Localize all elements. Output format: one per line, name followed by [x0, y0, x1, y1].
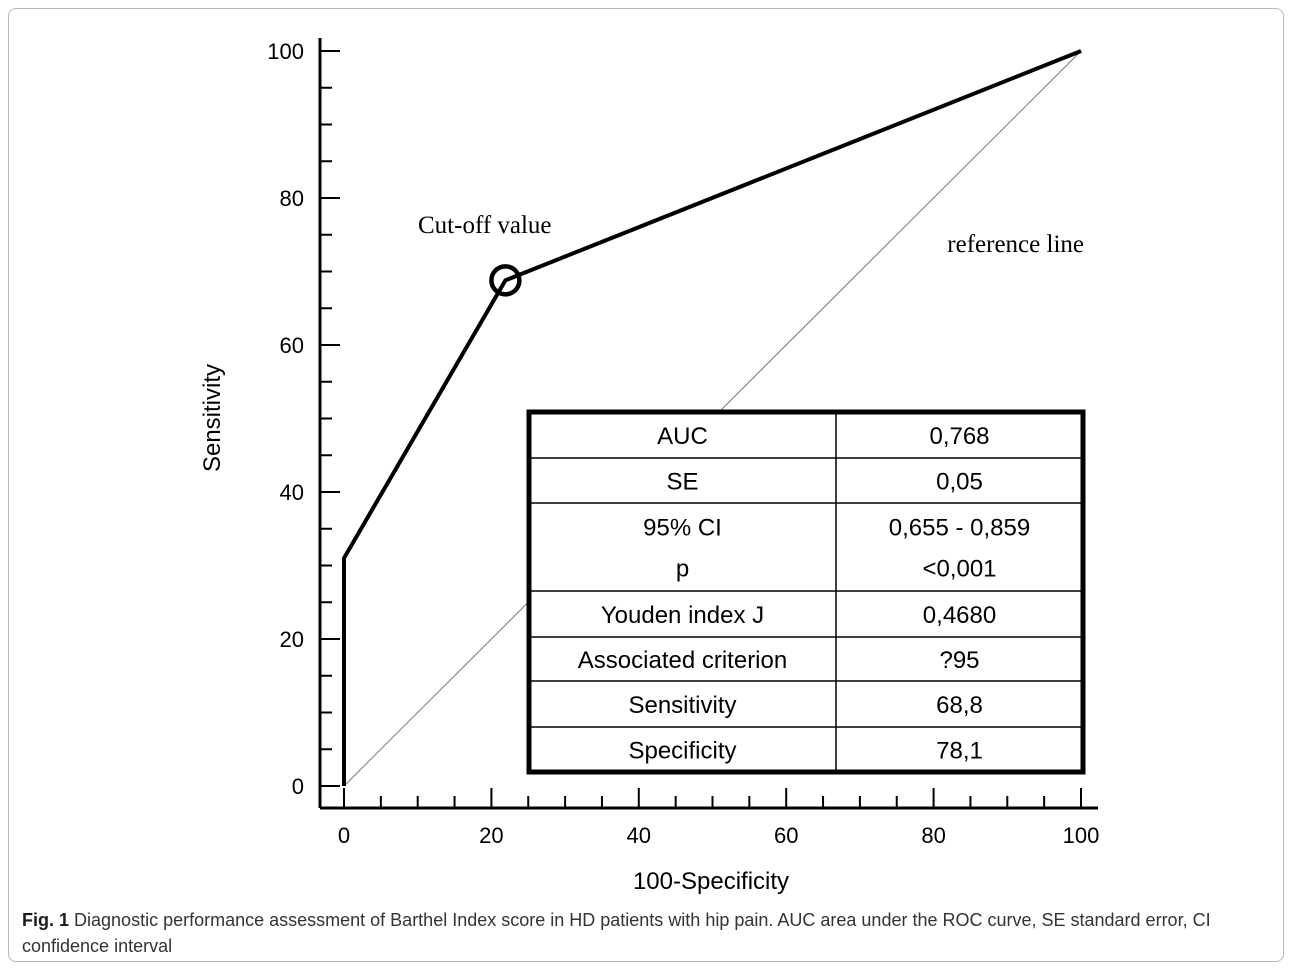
roc-chart: AUC 0,768 SE 0,05 95% CI p 0,655 - 0,859 <0,001…: [199, 38, 1099, 895]
table-value-cell: 0,05: [936, 469, 983, 496]
axes: 0 20 40 60 80 100 0 20 40 60 80 100: [267, 38, 1099, 848]
y-tick-label: 100: [267, 39, 304, 64]
table-value-cell: 0,655 - 0,859: [889, 515, 1030, 542]
reference-line-label: reference line: [947, 231, 1084, 258]
y-tick-label: 20: [280, 627, 304, 652]
table-label-cell: SE: [666, 469, 698, 496]
x-tick-label: 80: [921, 823, 945, 848]
table-label-cell: Youden index J: [601, 602, 764, 629]
table-value-cell: 78,1: [936, 738, 983, 765]
table-value-cell: ?95: [939, 647, 979, 674]
x-tick-label: 60: [774, 823, 798, 848]
table-label-cell: 95% CI: [643, 515, 722, 542]
table-border: [526, 409, 1086, 775]
figure-frame: [8, 8, 1284, 962]
y-tick-label: 40: [280, 480, 304, 505]
x-tick-label: 100: [1063, 823, 1100, 848]
y-tick-label: 0: [292, 774, 304, 799]
table-label-cell: Specificity: [628, 738, 736, 765]
table-value-cell: 0,768: [929, 423, 989, 450]
y-tick-label: 60: [280, 333, 304, 358]
cutoff-marker: [489, 264, 522, 297]
roc-curve: [342, 49, 1082, 786]
table-label-cell: Associated criterion: [578, 647, 787, 674]
cutoff-label: Cut-off value: [418, 212, 552, 239]
table-label-cell: p: [676, 556, 689, 583]
figure-label: Fig. 1: [22, 910, 70, 930]
stats-table: AUC 0,768 SE 0,05 95% CI p 0,655 - 0,859 <0,001…: [526, 409, 1086, 775]
table-value-cell: 0,4680: [923, 602, 996, 629]
x-tick-label: 0: [338, 823, 350, 848]
table-label-cell: AUC: [657, 423, 708, 450]
figure-caption: Fig. 1 Diagnostic performance assessment…: [22, 907, 1274, 959]
y-tick-label: 80: [280, 186, 304, 211]
table-value-cell: 68,8: [936, 692, 983, 719]
table-background: [529, 412, 1083, 772]
y-axis-title: Sensitivity: [199, 364, 226, 472]
x-axis-title: 100-Specificity: [633, 868, 789, 895]
table-value-cell: <0,001: [922, 556, 996, 583]
caption-text: Diagnostic performance assessment of Bar…: [22, 910, 1211, 956]
x-tick-label: 40: [627, 823, 651, 848]
table-label-cell: Sensitivity: [628, 692, 736, 719]
x-tick-label: 20: [479, 823, 503, 848]
